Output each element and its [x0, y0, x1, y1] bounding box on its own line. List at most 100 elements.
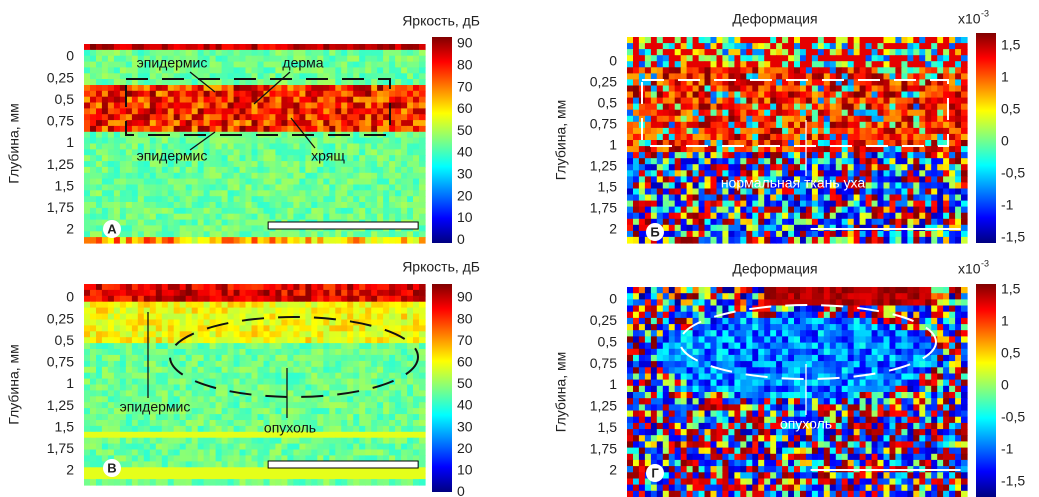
image-pixel — [240, 161, 247, 168]
image-pixel — [645, 128, 652, 135]
image-pixel — [758, 146, 765, 153]
image-pixel — [651, 213, 658, 220]
y-axis-label: Глубина, мм — [6, 103, 22, 184]
image-pixel — [287, 231, 294, 238]
image-pixel — [311, 308, 318, 315]
colorbar-tick-label: 70 — [457, 78, 473, 94]
image-pixel — [884, 237, 891, 244]
image-pixel — [830, 201, 837, 208]
image-pixel — [711, 231, 718, 238]
image-pixel — [329, 385, 336, 392]
image-pixel — [734, 237, 741, 244]
image-pixel — [96, 108, 103, 115]
image-pixel — [901, 195, 908, 202]
image-pixel — [383, 367, 390, 374]
image-pixel — [132, 44, 139, 51]
image-pixel — [925, 49, 932, 56]
image-pixel — [693, 146, 700, 153]
image-pixel — [740, 207, 747, 214]
image-pixel — [156, 214, 163, 221]
image-pixel — [943, 86, 950, 93]
image-pixel — [937, 164, 944, 171]
image-pixel — [293, 185, 300, 192]
image-pixel — [228, 179, 235, 186]
image-pixel — [639, 213, 646, 220]
image-pixel — [293, 237, 300, 244]
image-pixel — [949, 49, 956, 56]
image-pixel — [138, 302, 145, 309]
image-pixel — [353, 50, 360, 57]
image-pixel — [144, 103, 151, 110]
image-pixel — [264, 284, 271, 291]
image-pixel — [842, 146, 849, 153]
image-pixel — [383, 314, 390, 321]
image-pixel — [180, 85, 187, 92]
image-pixel — [890, 170, 897, 177]
image-pixel — [180, 179, 187, 186]
image-pixel — [138, 220, 145, 227]
image-pixel — [383, 44, 390, 51]
image-pixel — [371, 308, 378, 315]
image-pixel — [299, 155, 306, 162]
image-pixel — [699, 225, 706, 232]
image-pixel — [198, 196, 205, 203]
image-pixel — [216, 144, 223, 151]
image-pixel — [806, 207, 813, 214]
image-pixel — [198, 173, 205, 180]
image-pixel — [347, 337, 354, 344]
image-pixel — [645, 213, 652, 220]
image-pixel — [919, 128, 926, 135]
image-pixel — [240, 149, 247, 156]
image-pixel — [240, 284, 247, 291]
image-pixel — [138, 320, 145, 327]
image-pixel — [687, 152, 694, 159]
image-pixel — [776, 152, 783, 159]
image-pixel — [329, 208, 336, 215]
image-pixel — [770, 67, 777, 74]
image-pixel — [633, 122, 640, 129]
image-pixel — [275, 44, 282, 51]
image-pixel — [359, 56, 366, 63]
image-pixel — [228, 138, 235, 145]
image-pixel — [818, 116, 825, 123]
image-pixel — [764, 158, 771, 165]
image-pixel — [627, 73, 634, 80]
image-pixel — [806, 237, 813, 244]
image-pixel — [651, 104, 658, 111]
image-pixel — [120, 361, 127, 368]
image-pixel — [722, 122, 729, 129]
image-pixel — [824, 213, 831, 220]
image-pixel — [341, 126, 348, 132]
image-pixel — [114, 343, 121, 350]
image-pixel — [717, 164, 724, 171]
image-pixel — [162, 296, 169, 303]
image-pixel — [788, 195, 795, 202]
image-pixel — [287, 155, 294, 162]
image-pixel — [371, 331, 378, 338]
image-pixel — [890, 201, 897, 208]
image-pixel — [84, 343, 91, 350]
image-pixel — [228, 44, 235, 51]
image-pixel — [806, 134, 813, 141]
image-pixel — [383, 202, 390, 209]
image-pixel — [776, 73, 783, 80]
image-pixel — [740, 73, 747, 80]
image-pixel — [162, 114, 169, 121]
image-pixel — [758, 104, 765, 111]
image-pixel — [848, 79, 855, 86]
image-pixel — [693, 207, 700, 214]
image-pixel — [645, 92, 652, 99]
image-pixel — [377, 108, 384, 115]
image-pixel — [383, 173, 390, 180]
image-pixel — [365, 167, 372, 174]
image-pixel — [377, 214, 384, 221]
image-pixel — [866, 237, 873, 244]
image-pixel — [180, 167, 187, 174]
image-pixel — [258, 214, 265, 221]
image-pixel — [275, 97, 282, 104]
image-pixel — [746, 37, 753, 44]
image-pixel — [925, 164, 932, 171]
image-pixel — [329, 185, 336, 192]
image-pixel — [305, 126, 312, 132]
image-pixel — [377, 50, 384, 57]
